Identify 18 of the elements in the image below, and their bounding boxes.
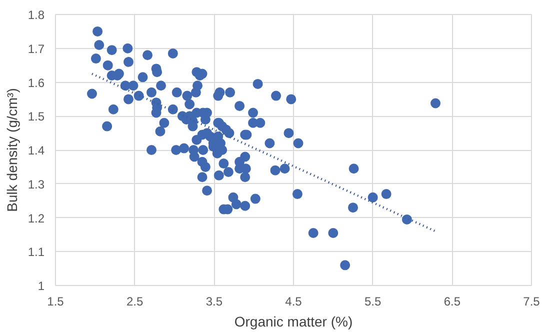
y-tick-label: 1.4 [28,144,45,158]
x-axis-title: Organic matter (%) [234,314,353,330]
y-tick-label: 1 [38,279,45,293]
y-axis-title: Bulk density (g/cm³) [4,88,20,212]
y-tick-label: 1.2 [28,211,45,226]
y-tick-label: 1.3 [28,177,45,192]
y-tick-label: 1.8 [28,8,45,22]
x-tick-label: 7.5 [523,294,540,308]
y-tick-label: 1.5 [28,110,45,124]
y-tick-label: 1.7 [28,42,45,56]
x-tick-label: 4.5 [285,294,302,308]
x-tick-label: 5.5 [364,294,382,308]
x-tick-label: 2.5 [126,294,144,308]
y-tick-label: 1.1 [28,245,45,260]
x-tick-label: 3.5 [206,294,223,308]
x-tick-label: 6.5 [444,294,461,308]
y-tick-label: 1.6 [28,76,45,90]
x-tick-label: 1.5 [47,294,64,308]
